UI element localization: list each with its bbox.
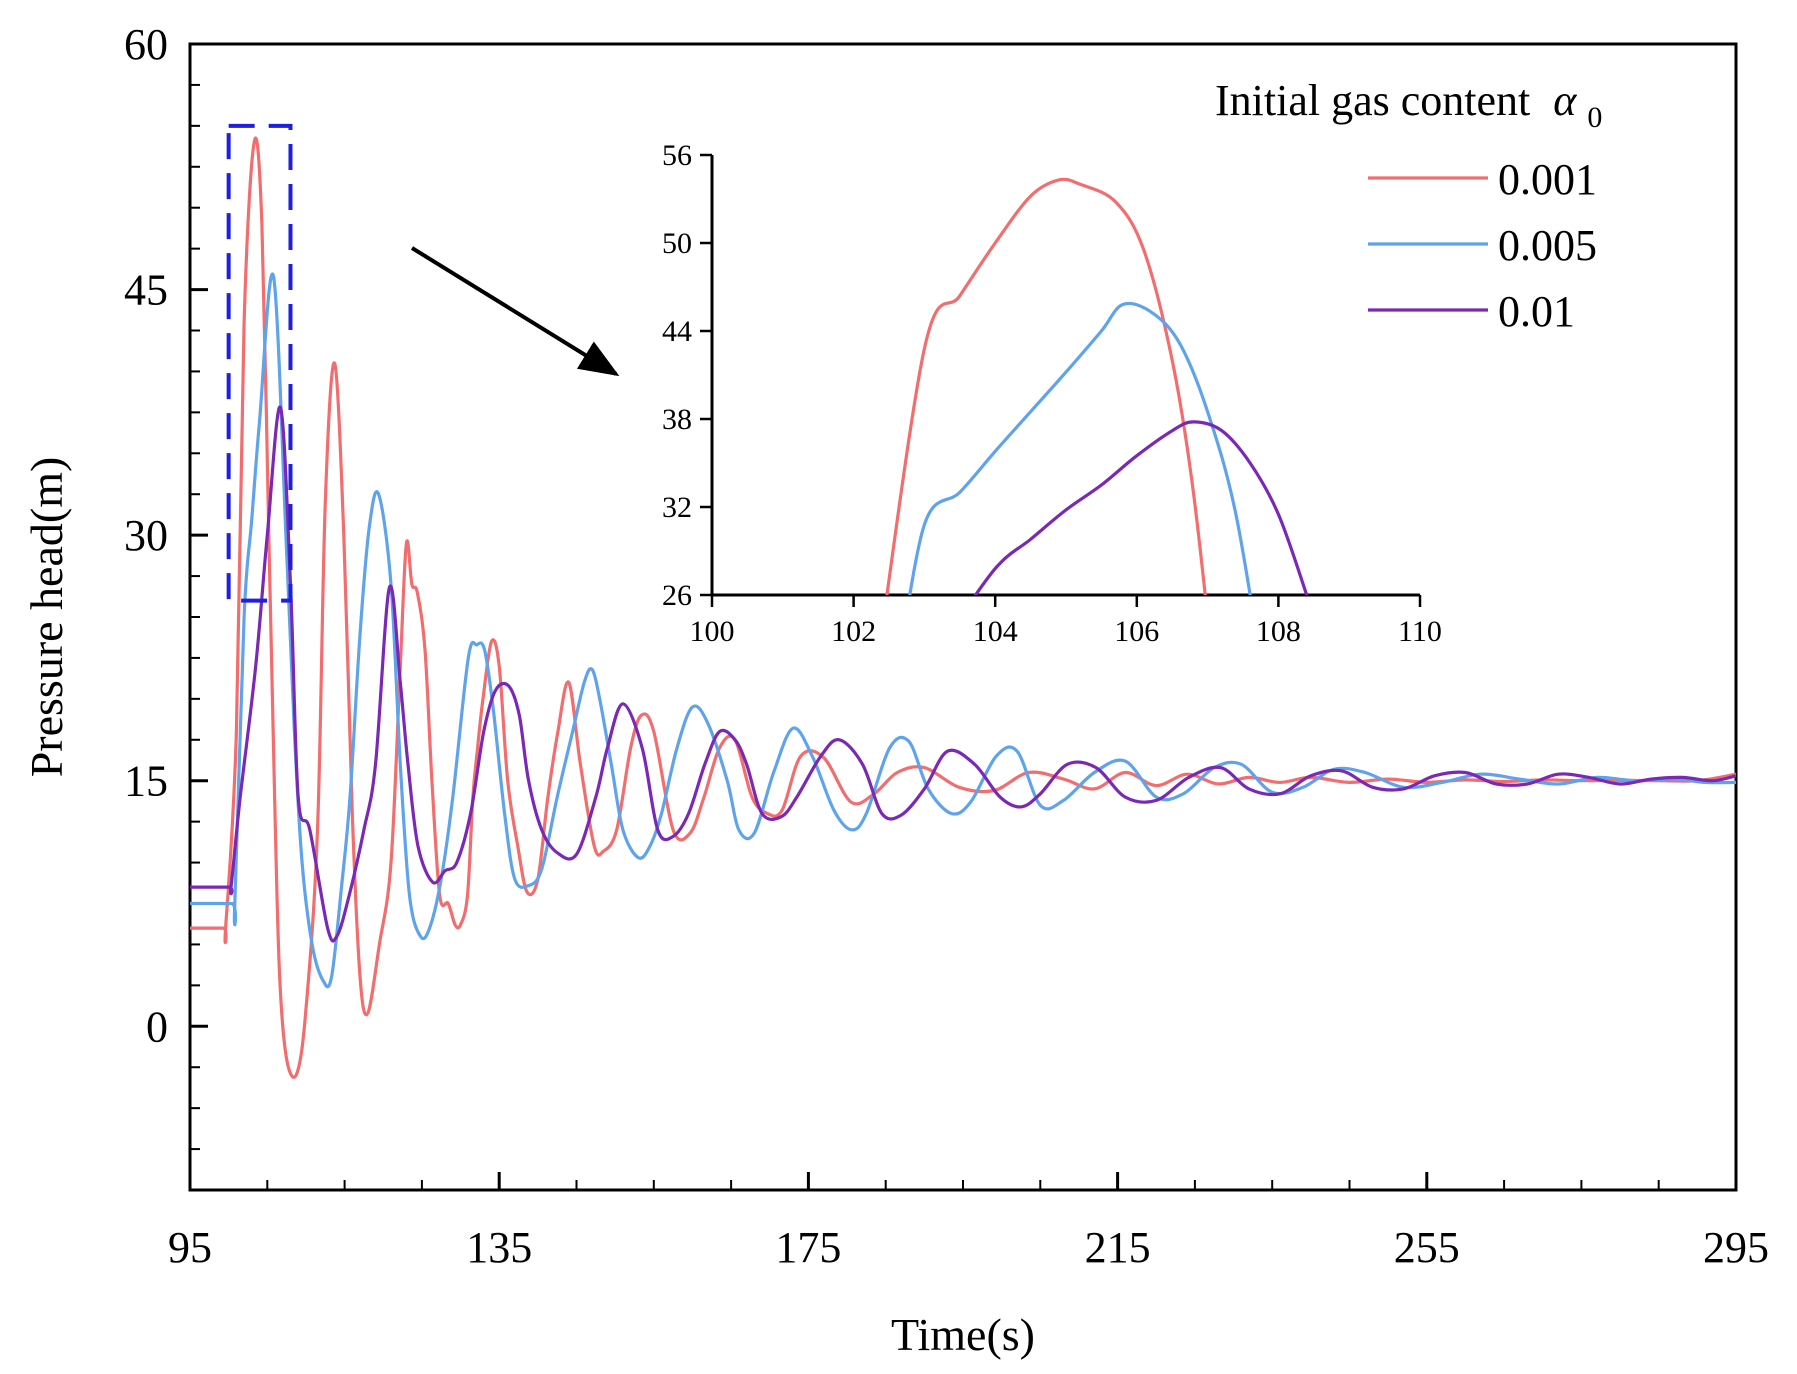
- series-line-0.01: [190, 405, 1736, 943]
- legend-label-0.01: 0.01: [1498, 287, 1575, 336]
- y-tick-label: 0: [146, 1002, 168, 1051]
- inset-series-group: [885, 177, 1309, 595]
- legend-label-0.005: 0.005: [1498, 221, 1597, 270]
- legend-label-0.001: 0.001: [1498, 155, 1597, 204]
- inset-y-tick-label: 26: [662, 579, 692, 612]
- inset-y-tick-label: 44: [662, 315, 692, 348]
- inset-x-tick-label: 100: [690, 615, 735, 648]
- inset-y-tick-label: 32: [662, 491, 692, 524]
- legend: Initial gas content α 0 0.001 0.005 0.01: [1215, 76, 1602, 336]
- inset-x-tick-label: 104: [973, 615, 1018, 648]
- legend-title-subscript: 0: [1587, 101, 1602, 134]
- inset-x-tick-label: 106: [1114, 615, 1159, 648]
- legend-title-prefix: Initial gas content: [1215, 76, 1530, 125]
- inset-x-tick-label: 108: [1256, 615, 1301, 648]
- x-tick-label: 95: [168, 1223, 212, 1272]
- zoom-arrow: [410, 246, 620, 377]
- x-tick-label: 135: [466, 1223, 532, 1272]
- main-x-axis-ticks: 95 135 175 215 255 295: [168, 1172, 1769, 1272]
- y-tick-label: 15: [124, 757, 168, 806]
- x-tick-label: 215: [1085, 1223, 1151, 1272]
- inset-y-tick-label: 56: [662, 139, 692, 172]
- y-tick-label: 45: [124, 266, 168, 315]
- x-tick-label: 295: [1703, 1223, 1769, 1272]
- main-series-group: [190, 136, 1736, 1079]
- x-tick-label: 255: [1394, 1223, 1460, 1272]
- inset-x-axis-ticks: 100 102 104 106 108 110: [690, 595, 1442, 648]
- inset-x-tick-label: 102: [831, 615, 876, 648]
- inset-x-tick-label: 110: [1398, 615, 1442, 648]
- legend-title-symbol: α: [1553, 76, 1577, 125]
- inset-axes: [710, 155, 1420, 597]
- y-tick-label: 30: [124, 511, 168, 560]
- inset-series-line-0.01: [973, 420, 1309, 595]
- inset-y-tick-label: 38: [662, 403, 692, 436]
- inset-y-tick-label: 50: [662, 227, 692, 260]
- x-tick-label: 175: [775, 1223, 841, 1272]
- x-axis-title: Time(s): [891, 1309, 1035, 1360]
- main-y-axis-ticks: 0 15 30 45 60: [124, 20, 208, 1191]
- y-tick-label: 60: [124, 20, 168, 69]
- inset-series-line-0.005: [908, 301, 1252, 595]
- y-axis-title: Pressure head(m): [21, 457, 72, 778]
- legend-title: Initial gas content α 0: [1215, 76, 1602, 134]
- inset-y-axis-ticks: 26 32 38 44 50 56: [662, 139, 712, 612]
- legend-entries: 0.001 0.005 0.01: [1368, 155, 1597, 336]
- zoom-region-box: [226, 123, 293, 603]
- series-line-0.001: [190, 136, 1736, 1079]
- inset-series-line-0.001: [885, 177, 1207, 595]
